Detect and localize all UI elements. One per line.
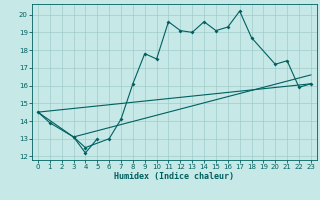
X-axis label: Humidex (Indice chaleur): Humidex (Indice chaleur) — [115, 172, 234, 181]
